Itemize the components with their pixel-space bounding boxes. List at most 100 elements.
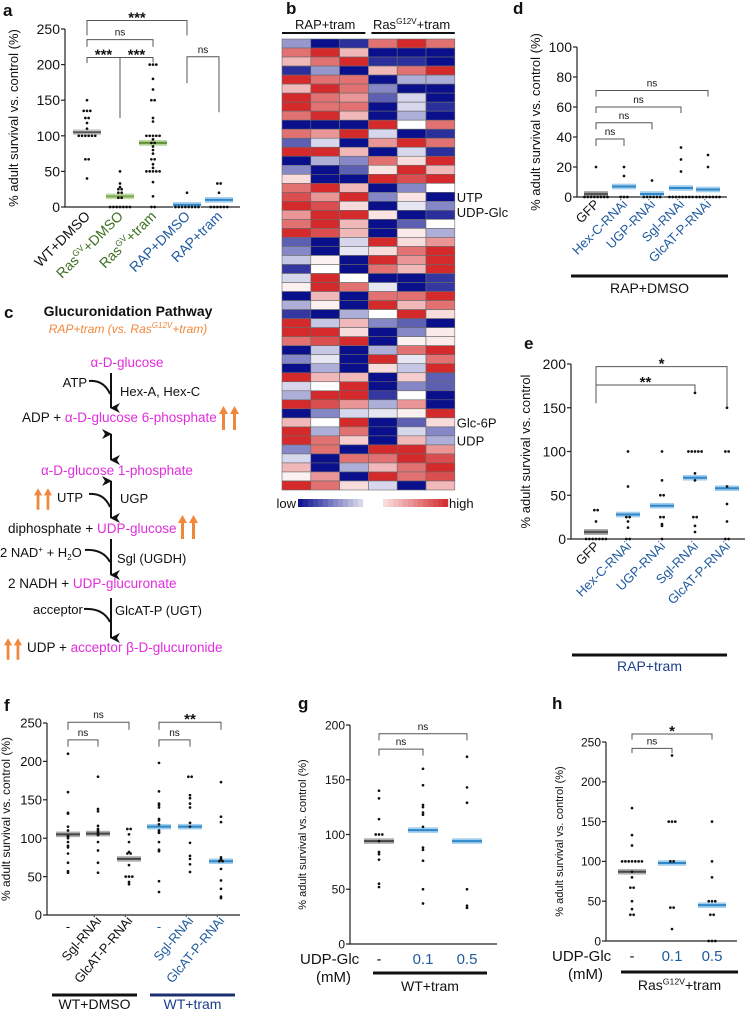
data-point (687, 195, 691, 199)
significance-bracket (631, 733, 713, 740)
heatmap-cell (310, 228, 340, 238)
group-label: WT+DMSO (59, 996, 131, 1011)
heatmap-cell (396, 237, 427, 247)
data-point (154, 63, 158, 66)
heatmap-cell (339, 146, 369, 157)
data-point (681, 195, 685, 199)
heatmap-cell (339, 237, 369, 247)
heatmap-cell (339, 417, 369, 428)
heatmap-cell (368, 372, 398, 383)
y-tick-label: 250 (37, 21, 61, 37)
data-point (421, 887, 425, 891)
significance-bracket (378, 748, 424, 756)
heatmap-cell (425, 219, 456, 229)
data-point (421, 902, 425, 905)
data-point (150, 205, 153, 209)
data-point (124, 875, 128, 878)
heatmap-cell (425, 444, 456, 455)
heatmap-cell (339, 291, 369, 301)
label-text: WT+tram (164, 996, 222, 1011)
data-point (465, 786, 469, 789)
colorbar-segment (328, 499, 334, 507)
data-point (188, 862, 192, 866)
heatmap-cell (339, 110, 369, 121)
heatmap-cell (425, 408, 456, 419)
heatmap-cell (281, 155, 312, 166)
data-point (377, 850, 381, 854)
data-point (157, 761, 161, 765)
heatmap-cell (368, 300, 398, 310)
subtitle-b: +tram) (172, 322, 207, 336)
data-point (670, 927, 674, 931)
pathway-title: Glucuronidation Pathway (44, 303, 213, 319)
data-point (421, 813, 425, 817)
data-point (678, 195, 681, 199)
colorbar-segment (423, 499, 429, 507)
label-superscript: G12V (396, 17, 417, 26)
adp-label: ADP + (22, 410, 65, 425)
heatmap-cell (368, 390, 398, 401)
heatmap-cell (281, 282, 312, 292)
data-point (188, 802, 192, 805)
heatmap-cell (368, 246, 398, 256)
category-group (715, 406, 739, 541)
heatmap-cell (425, 110, 456, 121)
group-label: RAP+tram (617, 658, 682, 674)
heatmap-cell (368, 228, 398, 238)
data-point (96, 833, 100, 837)
category-label: - (157, 919, 161, 934)
data-point (626, 485, 630, 488)
data-point (188, 821, 192, 825)
category-group (616, 450, 640, 541)
data-point (117, 196, 120, 200)
data-point (687, 450, 690, 453)
data-point (117, 187, 120, 191)
data-point (66, 790, 70, 794)
heatmap-cell (396, 282, 427, 292)
data-point (153, 98, 156, 102)
data-point (219, 780, 223, 784)
h2o-sub: 2 (67, 553, 72, 562)
heatmap-cell (368, 92, 398, 103)
data-point (377, 885, 381, 889)
heatmap-cell (425, 471, 456, 482)
heatmap-cell (281, 101, 312, 112)
y-tick-label: 0 (52, 199, 60, 215)
panel-letter: e (524, 334, 533, 353)
data-point (187, 205, 190, 209)
significance-label: ns (647, 736, 658, 747)
heatmap-cell (368, 444, 398, 455)
significance-label: ns (605, 127, 616, 138)
colorbar-segment (393, 499, 399, 507)
label-suffix: +tram (685, 977, 721, 993)
category-label: 0.1 (662, 948, 683, 965)
data-point (640, 860, 644, 863)
colorbar-high-label: high (449, 496, 474, 511)
data-point (115, 205, 119, 209)
data-point (216, 182, 219, 185)
panel-letter: h (552, 694, 562, 713)
heatmap-cell (310, 47, 340, 58)
enzyme-sgl: Sgl (UGDH) (117, 551, 186, 566)
colorbar-segment (443, 499, 449, 507)
data-point (670, 754, 674, 757)
category-group (106, 170, 134, 209)
colorbar-segment (338, 499, 344, 507)
heatmap-cell (368, 381, 398, 392)
data-point (619, 195, 623, 199)
heatmap-cell (368, 119, 398, 130)
data-point (151, 170, 155, 173)
data-point (66, 812, 70, 815)
data-point (84, 134, 87, 138)
axes (570, 364, 745, 540)
data-point (118, 182, 122, 185)
heatmap-cell (396, 354, 427, 365)
x-axis-prefix-label: (mM) (568, 966, 603, 983)
category-group (173, 191, 201, 209)
metabolite-g1p: α-D-glucose 1-phosphate (41, 463, 193, 478)
data-point (727, 537, 731, 541)
heatmap-cell (281, 65, 312, 76)
heatmap-cell (368, 291, 398, 301)
data-point (218, 859, 221, 863)
